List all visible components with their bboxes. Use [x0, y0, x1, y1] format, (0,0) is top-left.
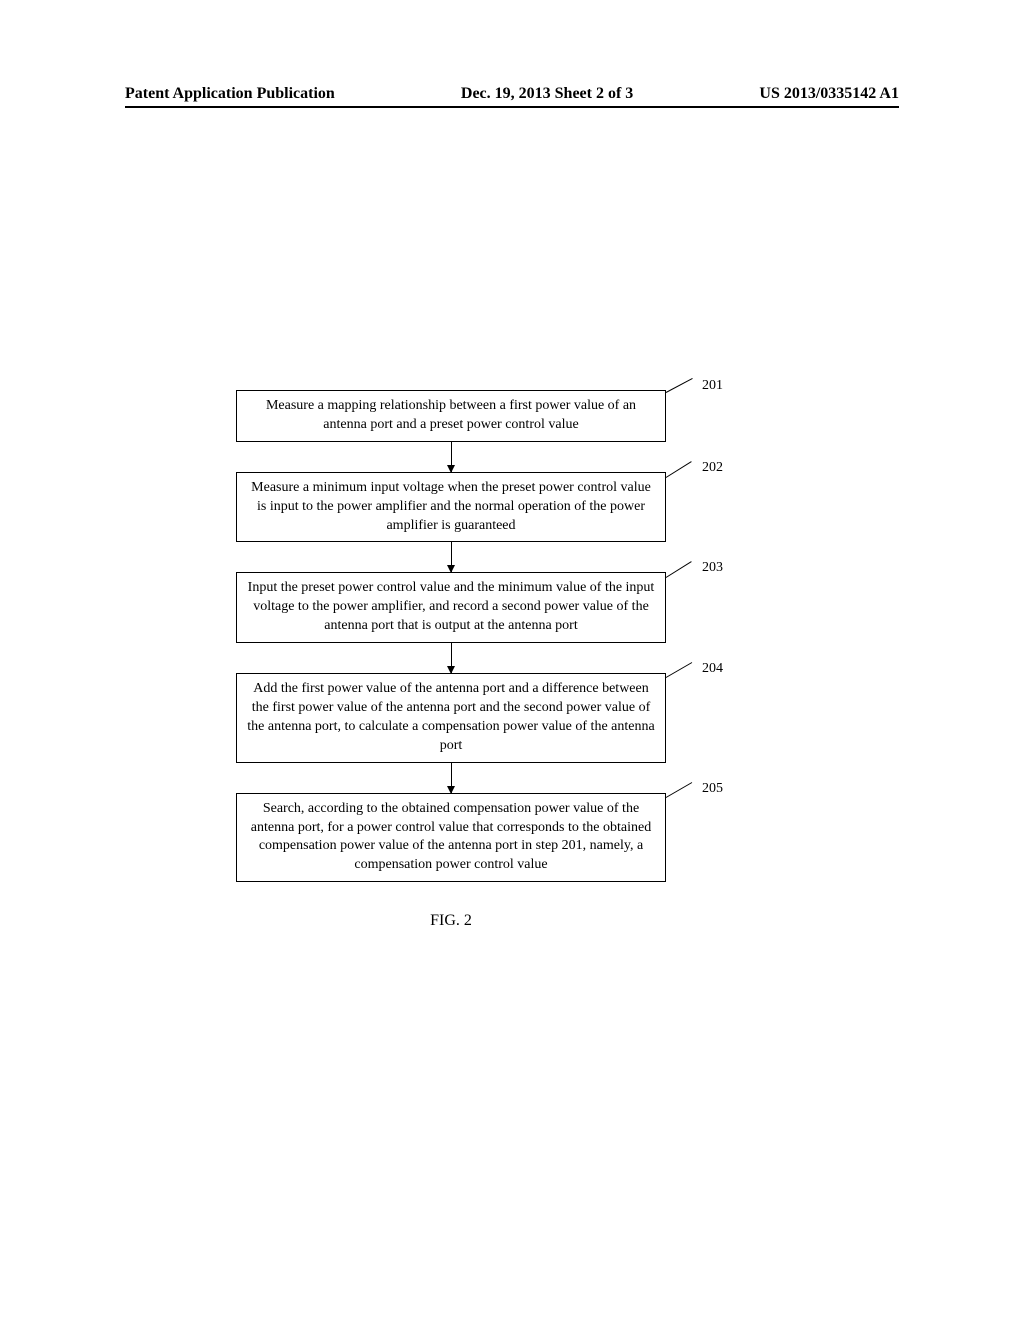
arrow-down [236, 442, 666, 472]
leader-line [666, 662, 692, 678]
leader-line [666, 782, 692, 798]
header-left: Patent Application Publication [125, 85, 335, 103]
arrow-head-icon [447, 465, 455, 473]
flow-step: Input the preset power control value and… [236, 572, 766, 643]
flow-step-label: 202 [702, 460, 723, 476]
flow-step-label: 203 [702, 560, 723, 576]
flow-step: Measure a minimum input voltage when the… [236, 472, 766, 543]
flow-step-label: 205 [702, 781, 723, 797]
flow-box: Add the first power value of the antenna… [236, 673, 666, 763]
leader-line [666, 562, 692, 579]
arrow-head-icon [447, 786, 455, 794]
page-header: Patent Application Publication Dec. 19, … [0, 85, 1024, 103]
arrow-down [236, 542, 666, 572]
arrow-down [236, 643, 666, 673]
figure-caption: FIG. 2 [236, 912, 666, 930]
arrow-head-icon [447, 565, 455, 573]
header-rule [125, 106, 899, 108]
flow-box: Input the preset power control value and… [236, 572, 666, 643]
flow-step-label: 204 [702, 661, 723, 677]
leader-line [666, 378, 693, 393]
flow-box: Measure a mapping relationship between a… [236, 390, 666, 442]
flow-step: Search, according to the obtained compen… [236, 793, 766, 883]
header-right: US 2013/0335142 A1 [759, 85, 899, 103]
flow-box: Search, according to the obtained compen… [236, 793, 666, 883]
flow-step: Measure a mapping relationship between a… [236, 390, 766, 442]
arrow-head-icon [447, 666, 455, 674]
flow-step: Add the first power value of the antenna… [236, 673, 766, 763]
flow-box: Measure a minimum input voltage when the… [236, 472, 666, 543]
leader-line [666, 461, 692, 478]
arrow-down [236, 763, 666, 793]
flow-step-label: 201 [702, 378, 723, 394]
header-center: Dec. 19, 2013 Sheet 2 of 3 [461, 85, 633, 103]
flowchart: Measure a mapping relationship between a… [236, 390, 766, 930]
